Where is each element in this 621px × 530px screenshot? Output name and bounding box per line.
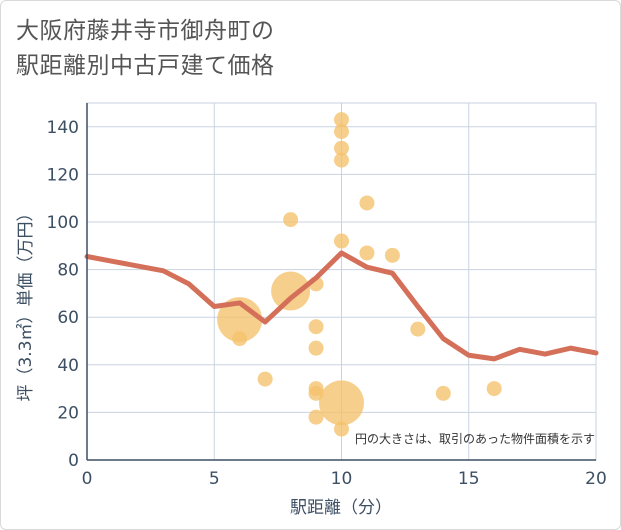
x-tick-label: 15 — [458, 469, 480, 489]
size-annotation: 円の大きさは、取引のあった物件面積を示す — [355, 431, 595, 446]
data-point — [359, 245, 375, 261]
y-tick-label: 0 — [68, 451, 79, 471]
axes: 0 20 40 60 80 100 120 140 0 5 10 15 20 — [47, 103, 607, 489]
y-tick-label: 140 — [47, 118, 79, 138]
data-point — [232, 331, 248, 347]
y-tick-label: 60 — [57, 308, 79, 328]
data-point — [486, 381, 502, 397]
trend-line — [84, 250, 599, 362]
data-point — [334, 233, 349, 249]
data-point — [308, 319, 324, 335]
data-point — [283, 212, 299, 228]
y-tick-label: 20 — [57, 403, 79, 423]
data-point — [435, 385, 451, 401]
x-tick-label: 0 — [82, 469, 93, 489]
data-point — [308, 409, 324, 425]
data-point — [359, 195, 375, 211]
y-axis-label: 坪（3.3㎡）単価（万円） — [16, 204, 36, 401]
chart-title: 大阪府藤井寺市御舟町の 駅距離別中古戸建て価格 — [16, 14, 275, 84]
x-tick-label: 10 — [331, 469, 353, 489]
trend-line-group — [84, 250, 599, 362]
x-tick-label: 20 — [585, 469, 607, 489]
data-point — [271, 271, 311, 311]
y-tick-label: 80 — [57, 261, 79, 281]
y-tick-label: 40 — [57, 356, 79, 376]
x-tick-label: 5 — [209, 469, 220, 489]
data-point — [319, 380, 364, 426]
data-point — [334, 152, 349, 168]
data-point — [334, 124, 349, 140]
data-point — [410, 321, 426, 337]
data-point — [308, 340, 324, 356]
data-point — [384, 247, 400, 263]
y-tick-label: 100 — [47, 213, 79, 233]
y-tick-label: 120 — [47, 165, 79, 185]
data-point — [334, 140, 349, 156]
chart-title-line2: 駅距離別中古戸建て価格 — [16, 53, 275, 79]
chart-title-line1: 大阪府藤井寺市御舟町の — [16, 18, 275, 44]
data-points — [217, 112, 502, 437]
data-point — [257, 371, 273, 387]
data-point — [334, 112, 349, 128]
data-point — [334, 421, 349, 437]
x-axis-label: 駅距離（分） — [290, 498, 392, 518]
